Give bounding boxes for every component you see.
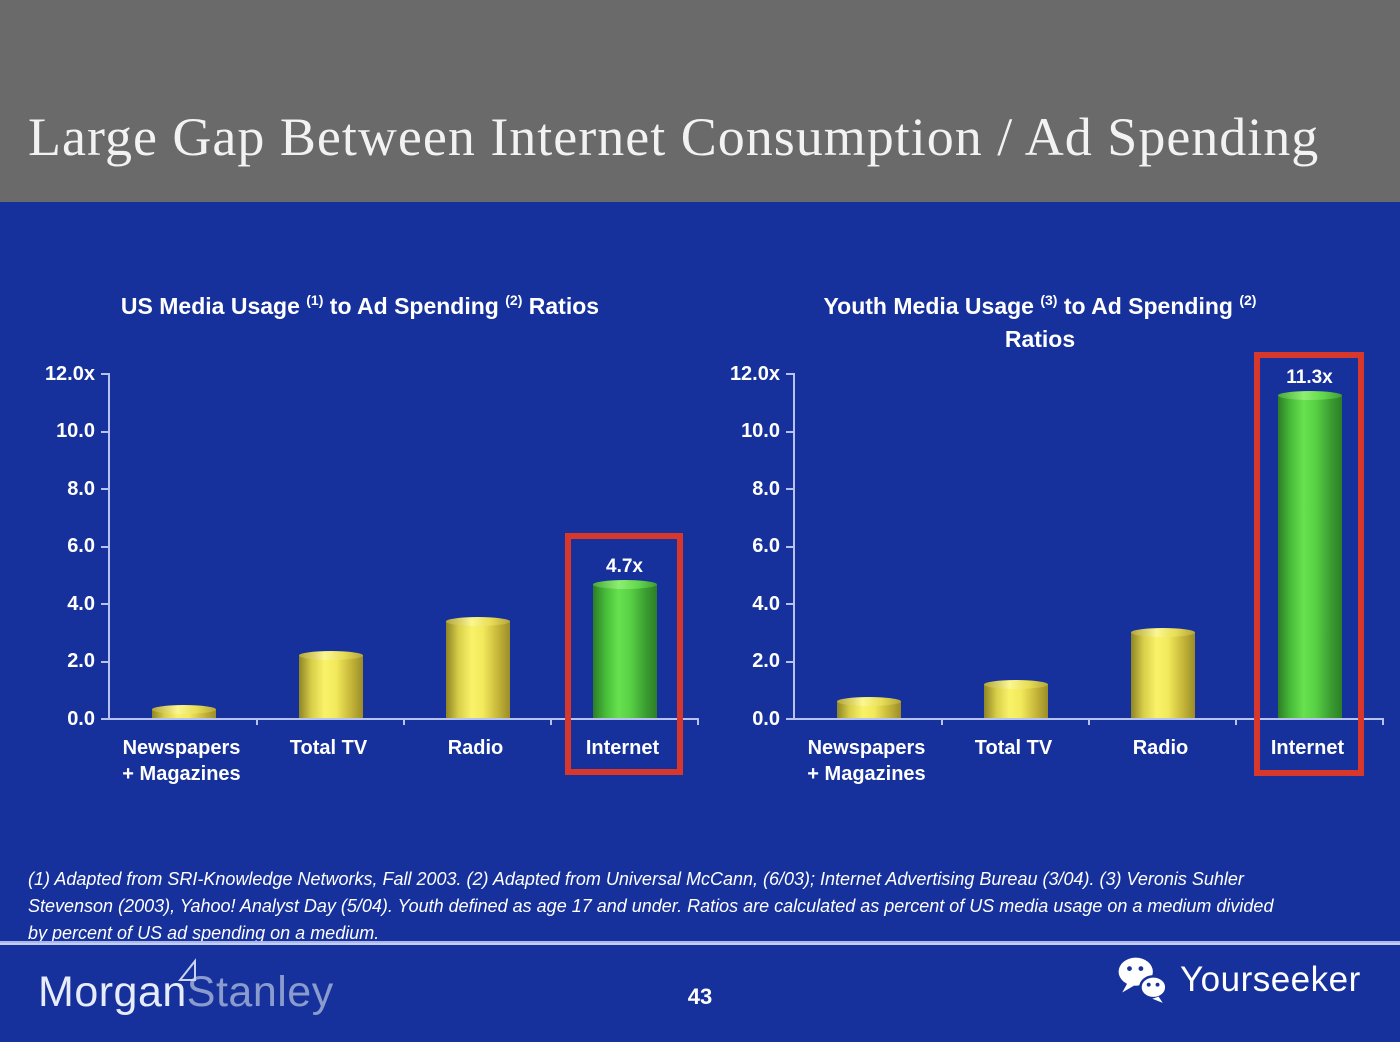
category-label: Total TV <box>974 737 1053 759</box>
category-label: Radio <box>1132 737 1189 759</box>
page-number: 43 <box>687 984 713 1009</box>
category-labels: Newspapers + Magazines Total TV Radio In… <box>108 735 696 787</box>
bar-slot <box>942 656 1089 718</box>
plot-area: 12.0x 10.0 8.0 6.0 4.0 2.0 0.0 11.3x <box>730 363 1384 730</box>
y-tick <box>101 488 110 490</box>
y-tick-label: 8.0 <box>752 477 780 500</box>
y-tick <box>101 430 110 433</box>
category-label: Internet <box>585 737 660 759</box>
bar-slot <box>404 593 551 718</box>
bar <box>298 651 363 718</box>
chart-title: Youth Media Usage (3) to Ad Spending (2)… <box>823 292 1257 353</box>
x-axis-tick <box>1382 718 1384 725</box>
bar <box>151 705 216 718</box>
bar <box>1277 391 1342 718</box>
y-tick-label: 12.0x <box>729 362 780 385</box>
morgan-stanley-flag-icon <box>177 958 196 981</box>
y-tick <box>786 545 795 548</box>
y-axis: 12.0x 10.0 8.0 6.0 4.0 2.0 0.0 <box>44 362 110 730</box>
bar-slot <box>110 681 257 718</box>
footnote: (1) Adapted from SRI-Knowledge Networks,… <box>28 866 1380 947</box>
y-tick <box>101 545 110 548</box>
y-tick-label: 10.0 <box>56 420 95 442</box>
category-label: Newspapers + Magazines <box>807 737 926 785</box>
category-label: Total TV <box>289 737 368 759</box>
y-tick-label: 12.0x <box>44 362 95 385</box>
x-axis-tick <box>256 718 258 725</box>
bar-slot <box>795 673 942 718</box>
bar-slot <box>257 627 404 718</box>
partner-brand: Yourseeker <box>1116 956 1361 1004</box>
bar <box>445 616 510 718</box>
y-tick-label: 0.0 <box>67 707 95 730</box>
y-tick-label: 10.0 <box>741 420 780 442</box>
x-axis-tick <box>941 718 943 725</box>
footnote-line: (1) Adapted from SRI-Knowledge Networks,… <box>28 869 1244 889</box>
wechat-icon <box>1118 957 1168 1003</box>
y-tick-label: 6.0 <box>752 535 780 557</box>
slide-title: Large Gap Between Internet Consumption /… <box>28 107 1320 167</box>
y-tick <box>786 373 795 375</box>
y-tick <box>101 373 110 375</box>
x-axis-tick <box>1088 718 1090 725</box>
bars: 11.3x <box>795 367 1383 718</box>
chart-youth-media-ratios: Youth Media Usage (3) to Ad Spending (2)… <box>710 270 1384 800</box>
y-tick <box>786 488 795 490</box>
bar-slot <box>1089 604 1236 718</box>
slide-header: Large Gap Between Internet Consumption /… <box>0 0 1400 202</box>
bar <box>983 679 1048 718</box>
y-tick-label: 6.0 <box>67 535 95 557</box>
footnote-line: Stevenson (2003), Yahoo! Analyst Day (5/… <box>28 896 1274 916</box>
bar <box>1130 628 1195 718</box>
bar-value-label: 11.3x <box>1286 367 1333 388</box>
footnote-line: by percent of US ad spending on a medium… <box>28 923 380 943</box>
y-tick-label: 4.0 <box>752 592 780 615</box>
bar <box>836 696 901 718</box>
y-tick-label: 8.0 <box>67 477 95 500</box>
y-tick-label: 4.0 <box>67 592 95 615</box>
x-axis-tick <box>550 718 552 725</box>
y-tick <box>786 430 795 433</box>
x-axis-tick <box>403 718 405 725</box>
y-tick <box>101 660 110 663</box>
y-tick <box>786 603 795 605</box>
y-tick-label: 2.0 <box>67 650 95 672</box>
bar <box>592 579 657 718</box>
bars: 4.7x <box>110 375 698 718</box>
bar-slot: 4.7x <box>551 556 698 718</box>
chart-title: US Media Usage (1) to Ad Spending (2) Ra… <box>120 292 600 319</box>
x-axis-tick <box>1235 718 1237 725</box>
bar-value-label: 4.7x <box>606 555 643 577</box>
morgan-stanley-logo: MorganStanley <box>38 958 334 1017</box>
y-tick-label: 0.0 <box>752 707 780 730</box>
category-label: Newspapers + Magazines <box>122 737 241 785</box>
category-label: Internet <box>1270 737 1345 759</box>
x-axis-tick <box>697 718 699 725</box>
y-tick-label: 2.0 <box>752 650 780 672</box>
y-tick <box>786 718 795 720</box>
bar-slot: 11.3x <box>1236 367 1383 718</box>
category-label: Radio <box>447 737 504 759</box>
y-axis: 12.0x 10.0 8.0 6.0 4.0 2.0 0.0 <box>729 362 795 730</box>
footer-divider <box>0 941 1400 945</box>
y-tick <box>101 718 110 720</box>
category-labels: Newspapers + Magazines Total TV Radio In… <box>793 735 1381 787</box>
y-tick <box>101 603 110 605</box>
partner-name: Yourseeker <box>1180 960 1361 999</box>
y-tick <box>786 660 795 663</box>
chart-us-media-ratios: US Media Usage (1) to Ad Spending (2) Ra… <box>30 270 699 800</box>
plot-area: 12.0x 10.0 8.0 6.0 4.0 2.0 0.0 4.7x <box>45 363 699 730</box>
